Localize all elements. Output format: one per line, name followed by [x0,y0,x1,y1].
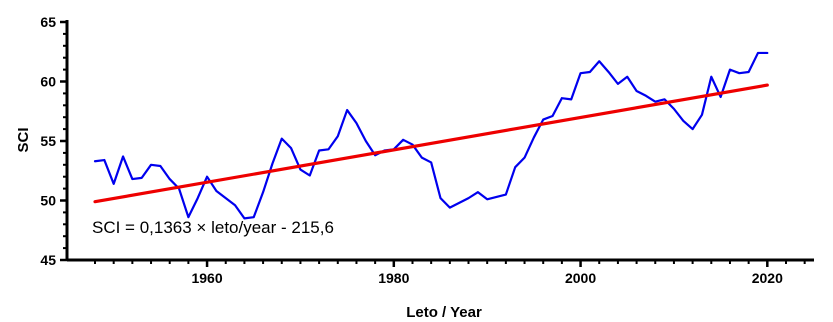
y-tick-label: 45 [40,252,56,268]
x-tick-label: 2020 [752,270,783,286]
y-tick-label: 50 [40,193,56,209]
regression-equation-label: SCI = 0,1363 × leto/year - 215,6 [92,218,334,237]
x-tick-label: 1960 [191,270,222,286]
y-tick-label: 55 [40,133,56,149]
sci-series-line [93,51,769,220]
x-tick-label: 2000 [565,270,596,286]
plot-area [93,51,769,220]
y-tick-label: 60 [40,74,56,90]
trend-line [93,83,769,204]
y-tick-label: 65 [40,14,56,30]
x-tick-label: 1980 [378,270,409,286]
axes: 45 50 55 60 65 1960 1980 2000 2020 [40,14,814,286]
y-axis-title: SCI [15,127,32,152]
x-axis-title: Leto / Year [406,304,482,321]
